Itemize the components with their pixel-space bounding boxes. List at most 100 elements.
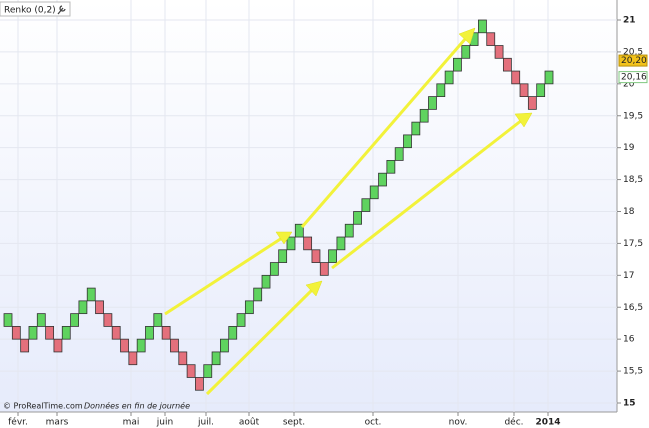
up-brick bbox=[78, 300, 88, 315]
up-brick bbox=[145, 325, 154, 340]
down-brick bbox=[502, 57, 512, 72]
up-brick bbox=[253, 287, 263, 302]
up-brick bbox=[203, 364, 213, 378]
y-tick-label: 20,5 bbox=[623, 47, 643, 57]
arrow bbox=[331, 118, 523, 270]
up-brick bbox=[294, 223, 304, 238]
up-brick bbox=[336, 236, 346, 251]
y-tick-label: 17,5 bbox=[623, 239, 643, 249]
up-brick bbox=[70, 313, 79, 327]
up-brick bbox=[236, 313, 246, 327]
down-brick bbox=[178, 351, 188, 366]
wrench[interactable] bbox=[57, 5, 66, 15]
x-tick-label: juil. bbox=[197, 418, 214, 428]
last-close-box bbox=[618, 71, 648, 84]
y-tick-label: 15,5 bbox=[623, 367, 643, 377]
y-tick-label: 18,5 bbox=[623, 175, 643, 185]
up-brick bbox=[219, 338, 229, 353]
up-brick bbox=[419, 108, 429, 123]
down-brick bbox=[170, 338, 179, 353]
up-brick bbox=[353, 211, 362, 225]
up-brick bbox=[444, 70, 454, 85]
down-brick bbox=[511, 70, 521, 85]
x-tick-label: mai bbox=[123, 418, 140, 428]
x-tick-label: mars bbox=[46, 418, 69, 428]
x-tick-label: août bbox=[239, 418, 260, 428]
arrow bbox=[300, 37, 468, 228]
up-brick bbox=[461, 45, 471, 59]
up-brick bbox=[436, 83, 446, 98]
down-brick bbox=[45, 325, 55, 340]
up-brick bbox=[261, 274, 271, 289]
wrench-icon[interactable] bbox=[57, 5, 66, 15]
up-brick bbox=[244, 300, 254, 315]
arrowhead bbox=[305, 280, 323, 297]
down-brick bbox=[20, 338, 30, 353]
footer-note: Données en fin de journée bbox=[84, 401, 190, 411]
last-price-label: 20,20 bbox=[621, 56, 647, 66]
x-tick-label: 2014 bbox=[535, 418, 560, 428]
up-brick bbox=[278, 249, 288, 263]
up-brick bbox=[403, 134, 412, 149]
down-brick bbox=[161, 325, 171, 340]
y-tick-label: 17 bbox=[623, 271, 634, 281]
x-tick-label: févr. bbox=[8, 417, 28, 428]
up-brick bbox=[61, 325, 71, 340]
up-brick bbox=[269, 262, 279, 276]
x-tick-label: nov. bbox=[449, 418, 468, 428]
up-brick bbox=[386, 160, 396, 174]
up-brick bbox=[286, 236, 296, 251]
last-close-label: 20,16 bbox=[621, 73, 647, 83]
y-tick-label: 16,5 bbox=[623, 303, 643, 313]
up-brick bbox=[378, 172, 387, 187]
x-tick-label: sept. bbox=[283, 418, 305, 428]
up-brick bbox=[211, 351, 221, 366]
y-tick-label: 19,5 bbox=[623, 111, 643, 121]
up-brick bbox=[328, 249, 338, 263]
up-brick bbox=[411, 121, 421, 136]
up-brick bbox=[28, 325, 38, 340]
down-brick bbox=[486, 32, 496, 46]
up-brick bbox=[453, 57, 462, 72]
down-brick bbox=[95, 300, 104, 315]
down-brick bbox=[11, 325, 21, 340]
arrow bbox=[164, 236, 283, 316]
down-brick bbox=[120, 338, 129, 353]
down-brick bbox=[519, 83, 529, 98]
y-tick-label: 21 bbox=[623, 16, 636, 26]
up-brick bbox=[544, 70, 554, 85]
down-brick bbox=[303, 236, 313, 251]
axes: 15 15,5 16 16,5 17 17,5 18 18,5 19 19,5 20 20,5 21 fé… bbox=[8, 16, 648, 428]
arrowhead bbox=[275, 231, 293, 245]
up-brick bbox=[136, 338, 146, 353]
up-brick bbox=[153, 313, 163, 327]
up-brick bbox=[361, 198, 371, 212]
chart-title: Renko (0,2) bbox=[4, 6, 56, 16]
down-brick bbox=[111, 325, 121, 340]
x-tick-label: juin bbox=[156, 418, 173, 428]
up-brick bbox=[86, 287, 96, 302]
down-brick bbox=[186, 364, 196, 378]
up-brick bbox=[36, 313, 46, 327]
up-brick bbox=[478, 19, 487, 34]
up-brick bbox=[369, 185, 379, 200]
down-brick bbox=[319, 262, 329, 276]
x-tick-label: oct. bbox=[365, 418, 382, 428]
down-brick bbox=[103, 313, 113, 327]
up-brick bbox=[394, 147, 404, 161]
annotation-arrows bbox=[164, 27, 533, 396]
y-tick-label: 19 bbox=[623, 143, 635, 153]
up-brick bbox=[3, 313, 13, 327]
down-brick bbox=[53, 338, 63, 353]
plot-background bbox=[0, 0, 617, 412]
arrowhead bbox=[514, 112, 533, 128]
up-brick bbox=[536, 83, 546, 98]
up-brick bbox=[344, 223, 354, 238]
footer: © ProRealTime.com bbox=[3, 402, 83, 411]
bricks bbox=[3, 19, 554, 391]
x-tick-label: déc. bbox=[504, 417, 523, 428]
down-brick bbox=[311, 249, 321, 263]
up-brick bbox=[228, 325, 238, 340]
y-tick-label: 20 bbox=[623, 79, 635, 89]
